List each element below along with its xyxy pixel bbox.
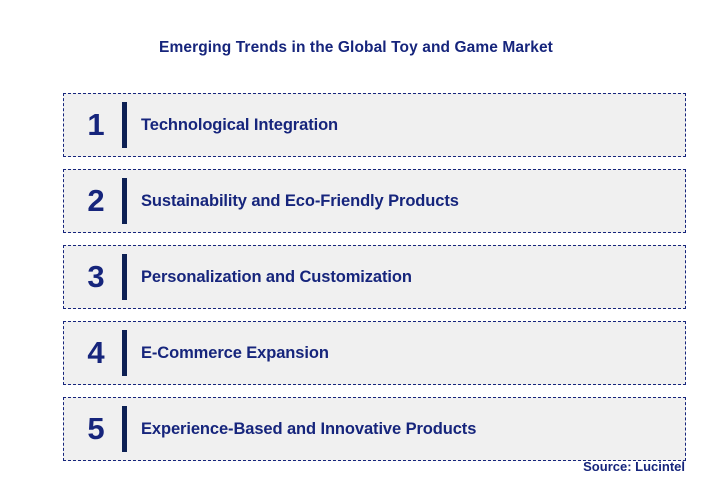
trend-label: Experience-Based and Innovative Products	[141, 419, 477, 438]
trend-number: 2	[87, 183, 105, 218]
trend-row[interactable]: 4 E-Commerce Expansion	[63, 321, 686, 385]
trend-row[interactable]: 1 Technological Integration	[63, 93, 686, 157]
trend-label: Personalization and Customization	[141, 267, 412, 286]
trend-list: 1 Technological Integration 2 Sustainabi…	[63, 93, 686, 461]
trend-number: 3	[87, 259, 105, 294]
trend-label: Technological Integration	[141, 115, 339, 134]
trend-divider	[122, 178, 127, 224]
source-attribution: Source: Lucintel	[583, 459, 685, 474]
trend-row[interactable]: 2 Sustainability and Eco-Friendly Produc…	[63, 169, 686, 233]
trend-divider	[122, 102, 127, 148]
trend-divider	[122, 330, 127, 376]
trend-label: E-Commerce Expansion	[141, 343, 329, 362]
trend-number: 5	[87, 411, 105, 446]
trend-label: Sustainability and Eco-Friendly Products	[141, 191, 459, 210]
trend-divider	[122, 254, 127, 300]
trend-row[interactable]: 3 Personalization and Customization	[63, 245, 686, 309]
trend-row[interactable]: 5 Experience-Based and Innovative Produc…	[63, 397, 686, 461]
trend-divider	[122, 406, 127, 452]
trend-number: 1	[87, 107, 105, 142]
page-title: Emerging Trends in the Global Toy and Ga…	[159, 39, 553, 56]
trend-number: 4	[87, 335, 105, 370]
